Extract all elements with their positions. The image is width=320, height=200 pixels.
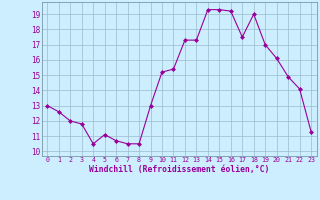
X-axis label: Windchill (Refroidissement éolien,°C): Windchill (Refroidissement éolien,°C): [89, 165, 269, 174]
